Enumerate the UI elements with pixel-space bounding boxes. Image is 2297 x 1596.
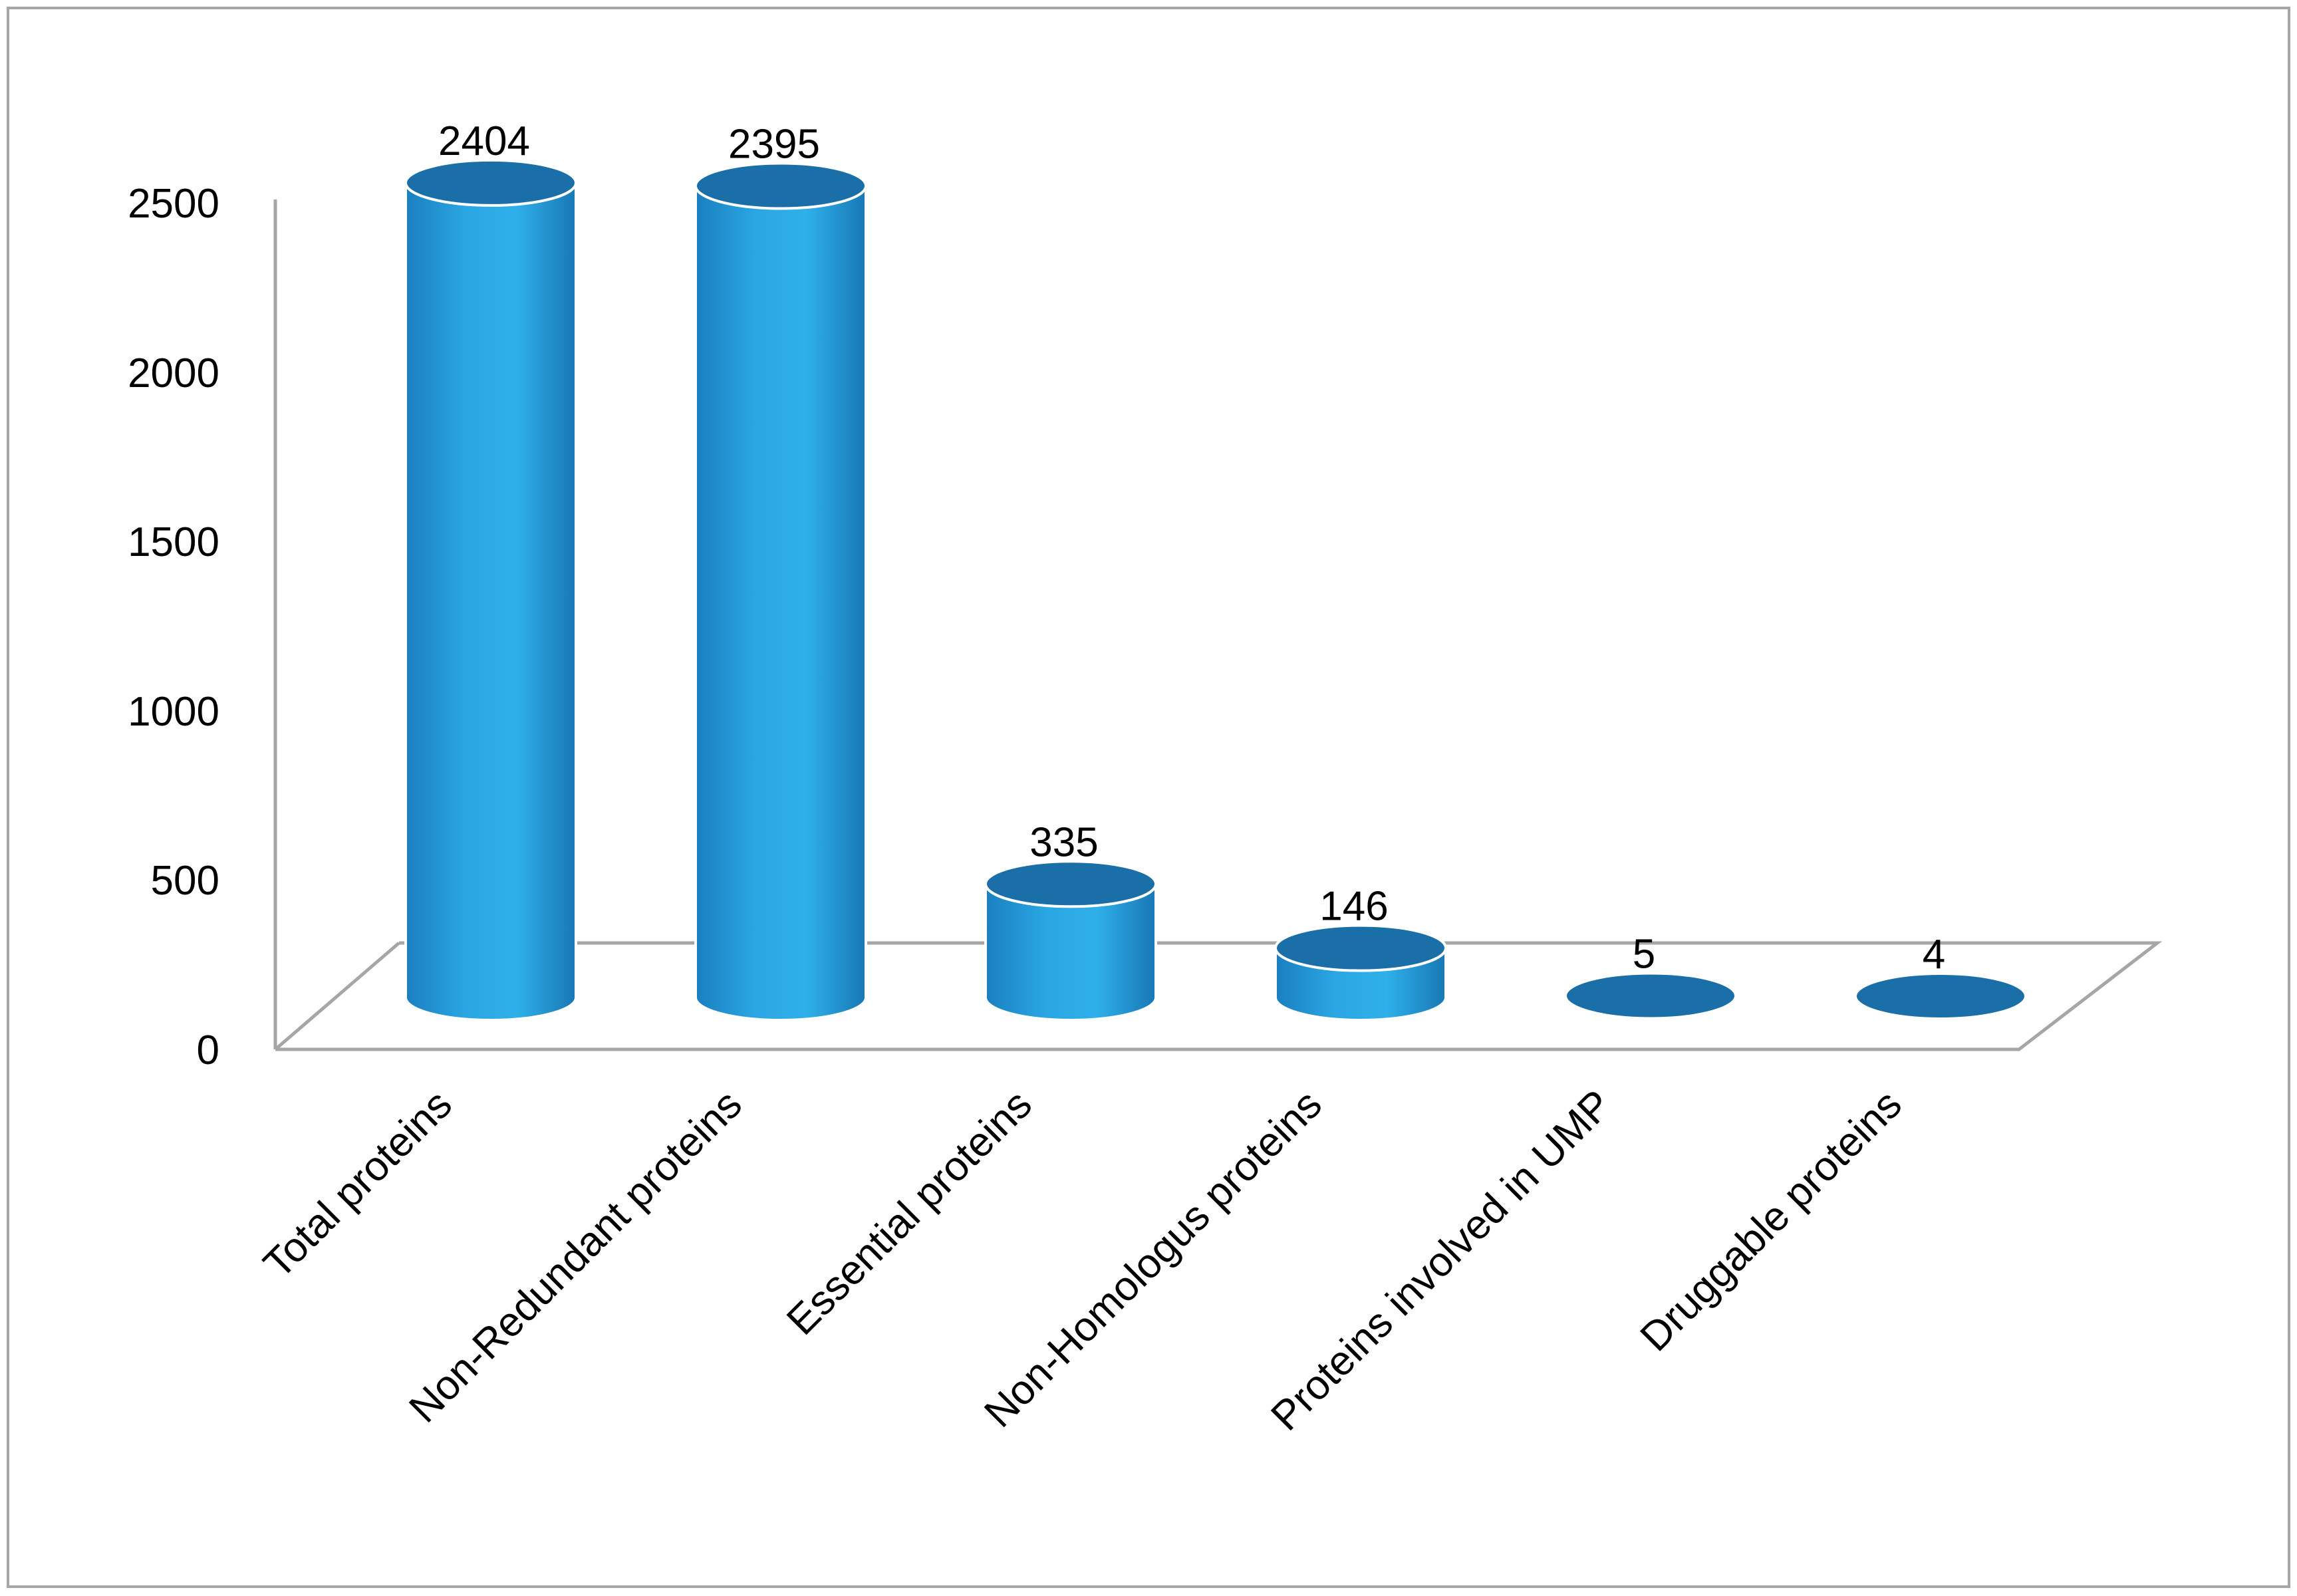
data-label: 335 [1029, 819, 1098, 865]
data-label: 2395 [728, 122, 820, 168]
y-tick-label: 1000 [128, 689, 219, 735]
category-label: Proteins involved in UMP [1262, 1081, 1621, 1440]
data-label: 146 [1319, 884, 1388, 930]
bar-top [1564, 972, 1737, 1020]
category-label: Non-Homologus proteins [976, 1081, 1331, 1436]
bar-top [694, 162, 867, 210]
data-labels: 2404 2395 335 146 5 4 [438, 118, 1945, 978]
y-tick-label: 1500 [128, 519, 219, 565]
category-label: Non-Redundant proteins [400, 1081, 750, 1431]
category-label: Essential proteins [778, 1081, 1041, 1344]
bar-cylinder [694, 162, 867, 1021]
bar-top [404, 158, 577, 207]
bar-cylinder [1274, 924, 1447, 1021]
category-label: Total proteins [255, 1081, 461, 1287]
bar-cylinder [984, 860, 1157, 1021]
y-tick-label: 0 [197, 1027, 219, 1073]
y-tick-label: 2500 [128, 181, 219, 227]
y-tick-label: 2000 [128, 350, 219, 396]
data-label: 4 [1923, 932, 1945, 978]
y-tick-label: 500 [151, 858, 219, 904]
floor-back-left [274, 942, 400, 1051]
bar-cylinder [1564, 972, 1737, 1020]
bar-cylinder [1854, 972, 2027, 1020]
data-label: 5 [1633, 931, 1655, 977]
category-label: Druggable proteins [1632, 1081, 1911, 1360]
x-axis-categories: Total proteins Non-Redundant proteins Es… [255, 1081, 1911, 1440]
bar-body [694, 184, 867, 1021]
bar-body [984, 882, 1157, 1021]
bar-top [1274, 924, 1447, 972]
bar-top [984, 860, 1157, 908]
bar-body [404, 181, 577, 1021]
y-axis-ticks: 0 500 1000 1500 2000 2500 [128, 181, 219, 1073]
bar-cylinder [404, 158, 577, 1021]
chart-frame [7, 7, 2290, 1588]
bar-top [1854, 972, 2027, 1020]
data-label: 2404 [438, 118, 530, 164]
